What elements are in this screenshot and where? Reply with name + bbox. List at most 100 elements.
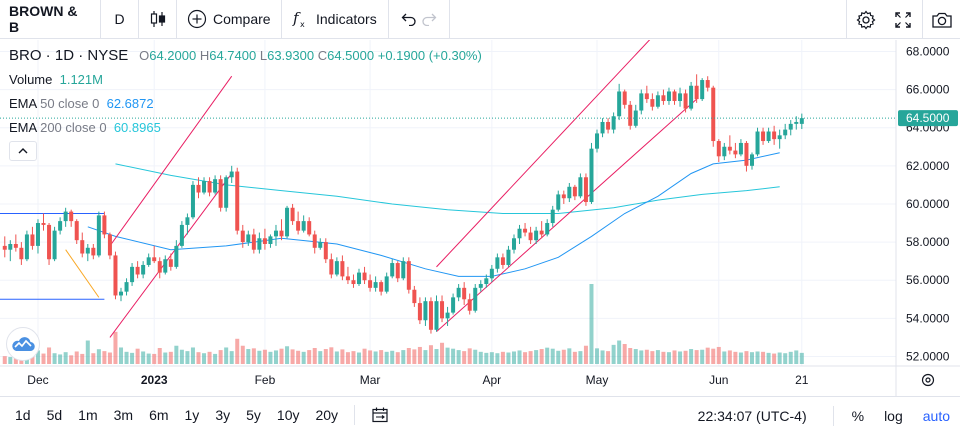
snapshot-button[interactable] (922, 0, 960, 39)
price-tick-label: 58.0000 (906, 235, 950, 249)
date-range-button[interactable] (363, 397, 397, 433)
redo-icon[interactable] (421, 12, 437, 26)
volume-bar (495, 353, 500, 364)
volume-bar (401, 350, 406, 364)
volume-bar (428, 345, 433, 364)
volume-bar (262, 349, 267, 364)
volume-bar (30, 354, 35, 364)
candle-body (440, 301, 445, 319)
settings-button[interactable] (846, 0, 884, 39)
svg-text:f: f (292, 9, 301, 27)
range-5d-button[interactable]: 5d (46, 407, 63, 423)
volume-bar (318, 351, 323, 364)
chart-logo-button[interactable] (6, 327, 40, 361)
candle-body (650, 99, 655, 107)
ema50-legend[interactable]: EMA 50 close 0 62.6872 (9, 96, 154, 111)
volume-legend[interactable]: Volume 1.121M (9, 72, 103, 87)
volume-bar (694, 350, 699, 364)
volume-bar (257, 350, 262, 364)
chart-type-button[interactable] (139, 0, 177, 39)
candle-body (722, 146, 727, 157)
interval-button[interactable]: D (101, 0, 139, 39)
legend-collapse-button[interactable] (9, 141, 37, 161)
range-3m-button[interactable]: 3m (113, 407, 134, 423)
auto-scale-toggle[interactable]: auto (922, 407, 950, 424)
candle-body (52, 230, 57, 260)
range-6m-button[interactable]: 6m (149, 407, 169, 423)
range-1y-button[interactable]: 1y (184, 407, 200, 423)
candle-body (329, 259, 334, 275)
volume-bar (711, 348, 716, 364)
ema200-value: 60.8965 (113, 120, 161, 135)
range-1m-button[interactable]: 1m (78, 407, 98, 423)
volume-bar (672, 350, 677, 364)
volume-bar (633, 349, 638, 364)
volume-bar (622, 344, 627, 364)
price-tick-label: 68.0000 (906, 44, 950, 58)
candle-body (678, 93, 683, 102)
log-scale-toggle[interactable]: log (884, 407, 903, 424)
candle-body (495, 257, 500, 269)
candle-body (268, 236, 273, 244)
fullscreen-button[interactable] (884, 0, 922, 39)
volume-bar (279, 348, 284, 364)
candle-body (340, 261, 345, 277)
price-chart[interactable]: 68.000066.000064.000062.000060.000058.00… (0, 40, 960, 396)
volume-bar (440, 342, 445, 364)
candle-body (595, 133, 600, 149)
candle-body (777, 135, 782, 140)
legend-interval: 1D (54, 47, 75, 64)
volume-bar (545, 347, 550, 364)
range-20y-button[interactable]: 20y (315, 407, 339, 423)
candle-body (683, 93, 688, 109)
candle-body (285, 207, 290, 237)
volume-bar (2, 356, 7, 364)
candle-body (318, 242, 323, 248)
ema200-legend[interactable]: EMA 200 close 0 60.8965 (9, 120, 161, 135)
compare-button[interactable]: Compare (177, 0, 282, 39)
volume-bar (119, 347, 124, 364)
range-5y-button[interactable]: 5y (246, 407, 261, 423)
time-tick-label: Dec (27, 373, 48, 387)
volume-bar (135, 348, 140, 364)
range-1d-button[interactable]: 1d (15, 407, 31, 423)
candle-body (368, 280, 373, 288)
volume-bar (462, 351, 467, 364)
candle-body (561, 194, 566, 199)
candle-body (406, 261, 411, 290)
volume-bar (788, 351, 793, 364)
candle-body (395, 263, 400, 279)
volume-bar (35, 350, 40, 364)
last-price-label: 64.5000 (906, 111, 950, 125)
candle-body (611, 116, 616, 130)
candle-body (229, 171, 234, 178)
candle-body (362, 272, 367, 281)
legend-low: 63.9300 (267, 48, 315, 63)
calendar-range-icon (371, 406, 389, 424)
time-tick-label: 21 (795, 373, 809, 387)
undo-icon[interactable] (401, 12, 417, 26)
candle-body (534, 230, 539, 241)
candle-body (152, 257, 157, 262)
volume-bar (567, 348, 572, 364)
range-3y-button[interactable]: 3y (215, 407, 231, 423)
volume-bar (644, 349, 649, 364)
candle-body (246, 234, 251, 243)
range-10y-button[interactable]: 10y (276, 407, 300, 423)
volume-bar (8, 357, 13, 364)
axis-settings-gear-ring (921, 373, 935, 387)
percent-scale-toggle[interactable]: % (851, 407, 865, 424)
candle-body (738, 142, 743, 155)
toolbar-right (846, 0, 960, 39)
axis-settings-icon[interactable] (921, 373, 935, 387)
candle-body (168, 259, 173, 267)
candle-body (716, 141, 721, 157)
candle-body (761, 131, 766, 142)
candle-body (257, 238, 262, 250)
symbol-name: BROWN & B (9, 3, 78, 35)
volume-bar (113, 331, 118, 364)
candle-body (506, 249, 511, 265)
symbol-search-button[interactable]: BROWN & B (0, 0, 101, 39)
volume-bar (190, 347, 195, 364)
